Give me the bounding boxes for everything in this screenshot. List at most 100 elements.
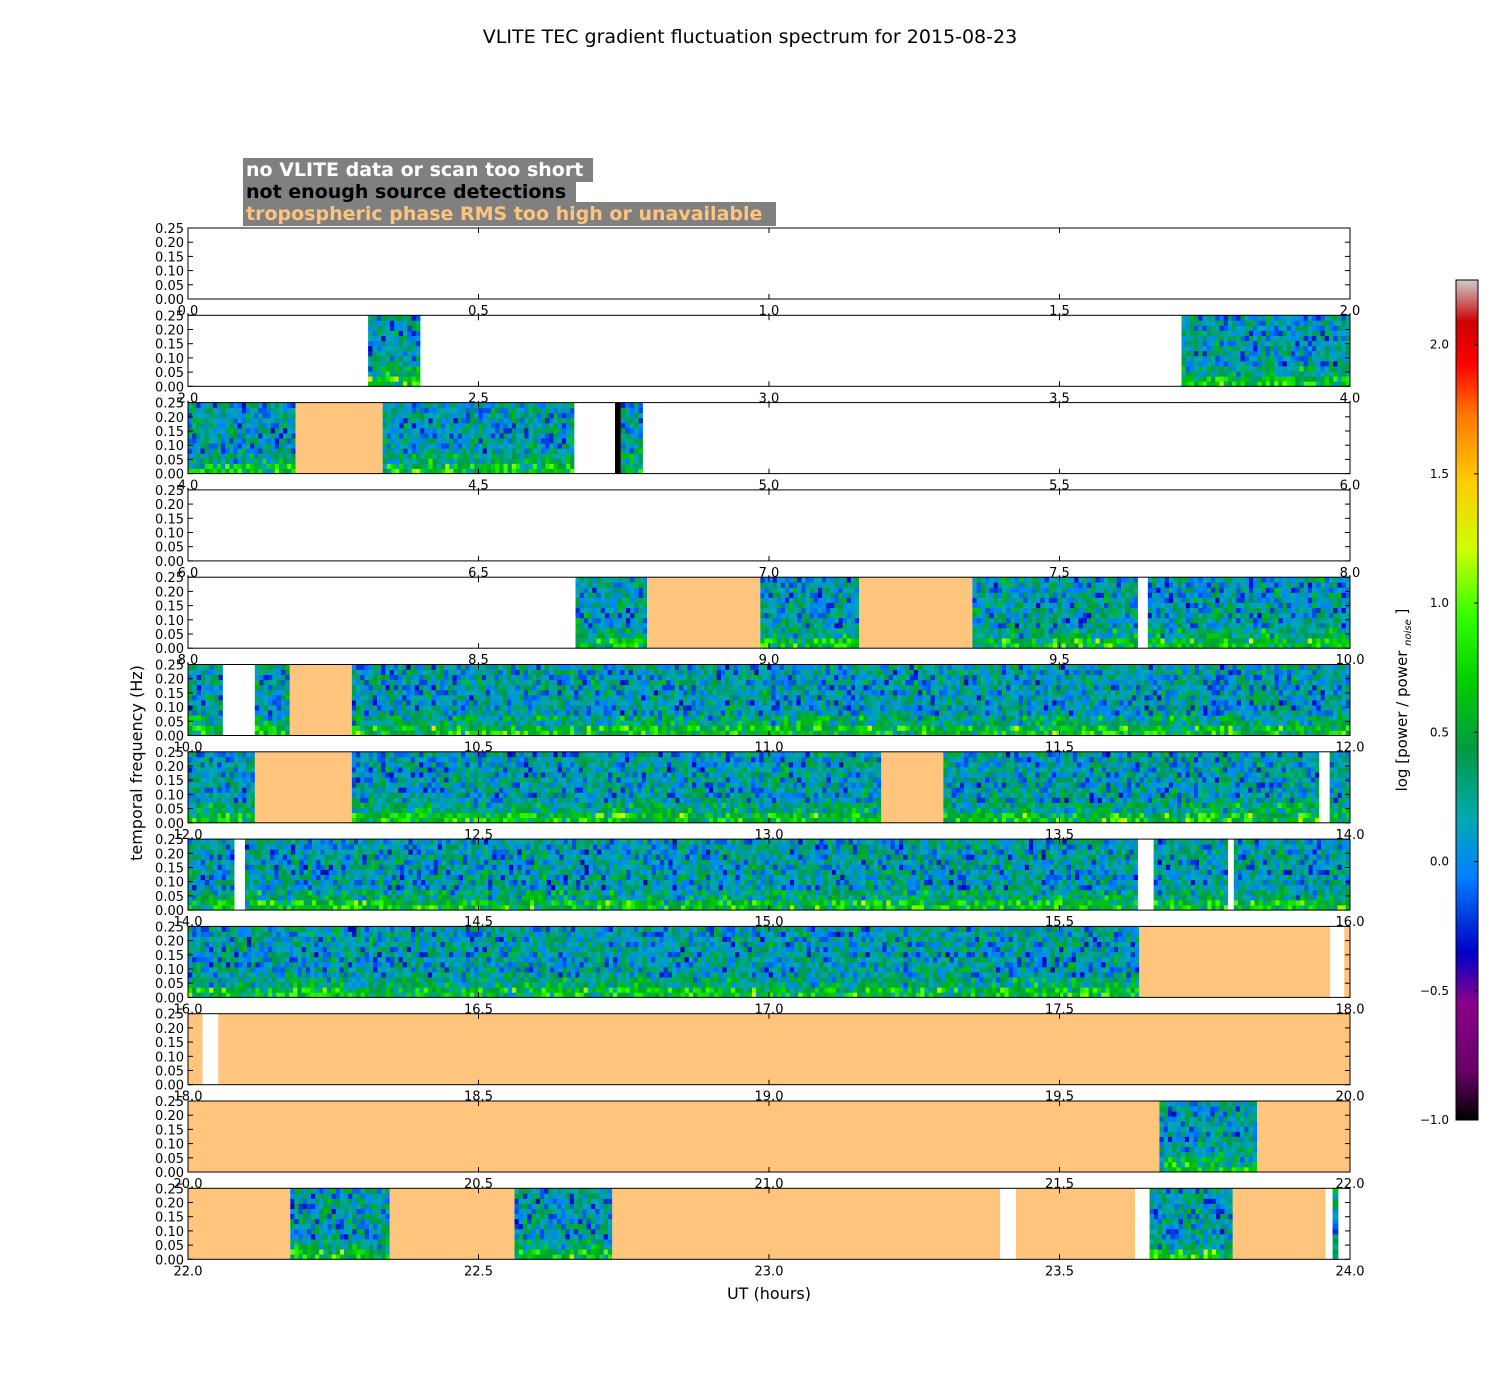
spectrum-cell: [1265, 335, 1271, 342]
spectrum-cell: [574, 710, 579, 716]
spectrum-cell: [218, 669, 224, 676]
spectrum-cell: [270, 412, 276, 419]
spectrum-cell: [1125, 592, 1130, 598]
spectrum-cell: [420, 458, 425, 464]
spectrum-cell: [1082, 582, 1088, 588]
spectrum-cell: [410, 684, 416, 691]
spectrum-cell: [385, 360, 391, 367]
spectrum-cell: [1312, 622, 1317, 629]
spectrum-cell: [486, 448, 492, 454]
spectrum-cell: [620, 694, 625, 701]
spectrum-cell: [436, 402, 442, 409]
spectrum-cell: [507, 443, 513, 449]
spectrum-cell: [817, 638, 823, 644]
spectrum-cell: [196, 402, 201, 409]
spectrum-cell: [411, 325, 417, 331]
spectrum-cell: [1282, 607, 1288, 614]
spectrum-cell: [1312, 345, 1317, 352]
spectrum-cell: [1120, 582, 1126, 588]
spectrum-cell: [1316, 325, 1321, 331]
spectrum-cell: [276, 689, 282, 696]
spectrum-cell: [386, 412, 392, 419]
spectrum-cell: [1244, 627, 1250, 634]
spectrum-cell: [600, 582, 606, 588]
spectrum-cell: [1198, 360, 1203, 367]
spectrum-cell: [1164, 643, 1170, 649]
spectrum-cell: [625, 422, 631, 429]
spectrum-cell: [1065, 612, 1071, 619]
spectrum-cell: [1307, 376, 1313, 382]
spectrum-cell: [611, 694, 617, 701]
spectrum-cell: [1282, 622, 1288, 629]
spectrum-cell: [1133, 622, 1139, 629]
spectrum-cell: [985, 597, 990, 603]
spectrum-cell: [280, 715, 286, 721]
spectrum-cell: [410, 664, 416, 670]
spectrum-cell: [402, 340, 408, 347]
spectrum-cell: [638, 622, 644, 629]
spectrum-cell: [1324, 315, 1330, 321]
spectrum-cell: [495, 438, 500, 444]
spectrum-cell: [604, 602, 610, 609]
spectrum-cell: [575, 643, 581, 649]
spectrum-cell: [233, 448, 239, 454]
spectrum-cell: [760, 577, 765, 583]
spectrum-cell: [1227, 320, 1233, 326]
spectrum-cell: [1078, 612, 1084, 619]
spectrum-cell: [482, 443, 488, 449]
spectrum-cell: [1198, 325, 1203, 331]
spectrum-cell: [1125, 602, 1130, 609]
spectrum-cell: [423, 669, 428, 676]
spectrum-cell: [1299, 622, 1305, 629]
spectrum-cell: [599, 674, 604, 681]
spectrum-cell: [1023, 638, 1028, 644]
spectrum-cell: [1345, 577, 1351, 583]
spectrum-cell: [1345, 627, 1351, 634]
spectrum-cell: [548, 710, 554, 716]
spectrum-cell: [453, 458, 459, 464]
spectrum-cell: [1082, 622, 1088, 629]
spectrum-cell: [634, 587, 639, 593]
spectrum-cell: [200, 417, 205, 424]
spectrum-cell: [1103, 627, 1109, 634]
spectrum-cell: [424, 427, 429, 434]
spectrum-cell: [372, 720, 378, 726]
spectrum-cell: [490, 679, 495, 686]
spectrum-cell: [1002, 587, 1007, 593]
spectrum-cell: [381, 371, 386, 377]
spectrum-cell: [634, 602, 639, 609]
spectrum-cell: [523, 684, 529, 691]
spectrum-cell: [410, 730, 416, 736]
spectrum-cell: [1345, 330, 1351, 336]
spectrum-cell: [1345, 355, 1351, 362]
spectrum-cell: [1316, 643, 1321, 649]
spectrum-cell: [1086, 643, 1092, 649]
spectrum-cell: [834, 577, 839, 583]
spectrum-cell: [1274, 315, 1279, 321]
spectrum-cell: [842, 617, 848, 624]
spectrum-cell: [1082, 632, 1088, 639]
spectrum-cell: [1048, 577, 1054, 583]
spectrum-cell: [772, 577, 778, 583]
spectrum-cell: [1036, 632, 1041, 639]
spectrum-cell: [188, 700, 193, 706]
spectrum-cell: [502, 725, 508, 731]
spectrum-cell: [789, 582, 794, 588]
spectrum-cell: [1253, 643, 1258, 649]
spectrum-cell: [1240, 577, 1246, 583]
spectrum-cell: [254, 407, 259, 414]
spectrum-cell: [1082, 638, 1088, 644]
spectrum-cell: [600, 577, 606, 583]
spectrum-cell: [1333, 320, 1338, 326]
spectrum-cell: [1274, 366, 1279, 372]
spectrum-cell: [628, 700, 634, 706]
spectrum-cell: [1320, 638, 1326, 644]
spectrum-cell: [432, 433, 438, 439]
spectrum-cell: [976, 612, 982, 619]
spectrum-cell: [402, 360, 408, 367]
spectrum-cell: [1278, 582, 1284, 588]
spectrum-cell: [237, 402, 243, 409]
spectrum-cell: [351, 715, 357, 721]
spectrum-cell: [254, 427, 259, 434]
spectrum-cell: [192, 463, 197, 469]
